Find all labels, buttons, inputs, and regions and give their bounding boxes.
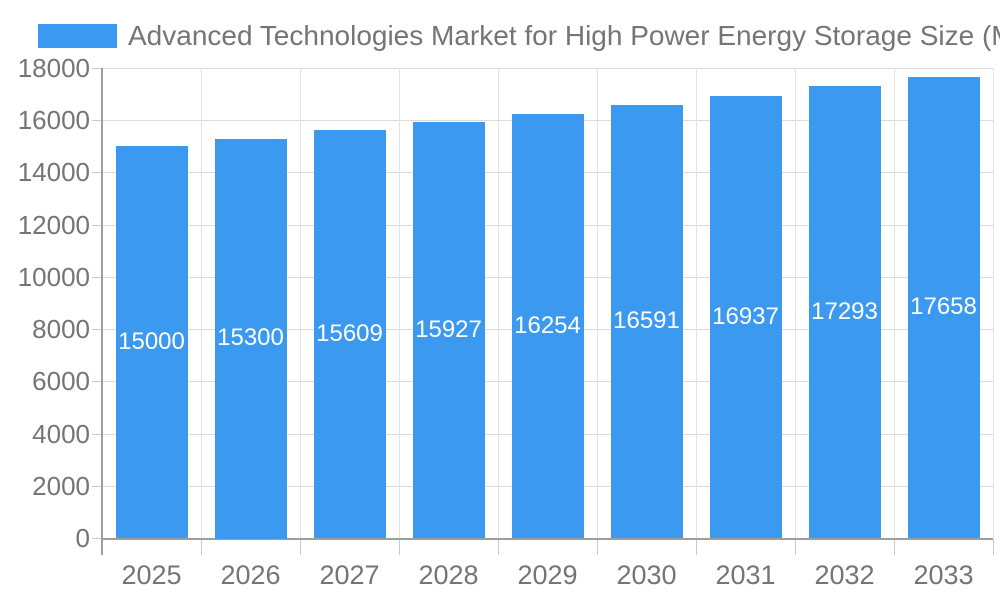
x-axis-label: 2032 [814, 560, 875, 590]
x-tick [597, 539, 598, 555]
y-tick [92, 434, 102, 435]
y-axis-label: 12000 [17, 210, 90, 240]
y-axis-label: 6000 [32, 366, 90, 396]
y-axis-label: 4000 [32, 419, 90, 449]
bar [611, 105, 683, 538]
x-axis-line [101, 538, 993, 540]
chart-title: Advanced Technologies Market for High Po… [128, 20, 1000, 51]
bar-value-label: 15300 [217, 324, 284, 351]
y-axis-label: 14000 [17, 157, 90, 187]
v-gridline [201, 68, 202, 538]
x-axis-label: 2031 [715, 560, 776, 590]
x-tick [993, 539, 994, 555]
y-tick [92, 225, 102, 226]
legend-swatch [38, 24, 117, 48]
x-axis-label: 2030 [616, 560, 677, 590]
x-axis-label: 2029 [517, 560, 578, 590]
x-tick [795, 539, 796, 555]
x-tick [300, 539, 301, 555]
bar [809, 86, 881, 538]
x-axis-label: 2033 [913, 560, 974, 590]
v-gridline [696, 68, 697, 538]
bar [512, 114, 584, 538]
y-axis-label: 10000 [17, 262, 90, 292]
v-gridline [894, 68, 895, 538]
bar [908, 77, 980, 538]
y-tick [92, 277, 102, 278]
x-tick [894, 539, 895, 555]
y-tick [92, 68, 102, 69]
bar-value-label: 15609 [316, 320, 383, 347]
v-gridline [300, 68, 301, 538]
x-axis-label: 2025 [121, 560, 182, 590]
bar [215, 139, 287, 539]
y-tick [92, 538, 102, 539]
bar [710, 96, 782, 538]
x-tick [201, 539, 202, 555]
h-gridline [102, 68, 993, 69]
bar [116, 146, 188, 538]
v-gridline [795, 68, 796, 538]
y-tick [92, 329, 102, 330]
x-tick [696, 539, 697, 555]
y-axis-line [101, 68, 103, 555]
y-axis-label: 16000 [17, 105, 90, 135]
v-gridline [597, 68, 598, 538]
y-tick [92, 486, 102, 487]
y-axis-label: 0 [75, 523, 90, 553]
y-tick [92, 381, 102, 382]
bar-value-label: 16254 [514, 312, 581, 339]
bar-value-label: 17293 [811, 298, 878, 325]
bar-value-label: 15000 [118, 328, 185, 355]
bar-value-label: 15927 [415, 316, 482, 343]
bar [314, 130, 386, 538]
x-axis-label: 2027 [319, 560, 380, 590]
x-tick [399, 539, 400, 555]
y-axis-label: 18000 [17, 53, 90, 83]
bar-value-label: 16591 [613, 307, 680, 334]
x-axis-label: 2028 [418, 560, 479, 590]
y-axis-label: 2000 [32, 471, 90, 501]
y-axis-label: 8000 [32, 314, 90, 344]
bar-value-label: 16937 [712, 303, 779, 330]
bar [413, 122, 485, 538]
v-gridline [399, 68, 400, 538]
x-axis-label: 2026 [220, 560, 281, 590]
bar-value-label: 17658 [910, 293, 977, 320]
v-gridline [498, 68, 499, 538]
y-tick [92, 172, 102, 173]
x-tick [498, 539, 499, 555]
v-gridline [993, 68, 994, 538]
y-tick [92, 120, 102, 121]
